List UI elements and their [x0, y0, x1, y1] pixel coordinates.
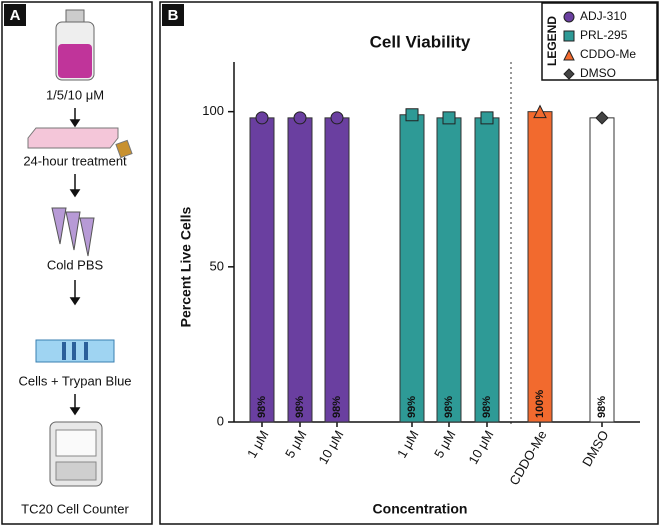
x-tick-label: 10 μM — [315, 428, 346, 467]
value-label: 98% — [256, 396, 268, 418]
step-label: Cells + Trypan Blue — [18, 373, 131, 388]
legend-label: PRL-295 — [580, 28, 628, 42]
slide-icon — [35, 339, 115, 363]
marker — [563, 48, 575, 61]
marker — [533, 104, 547, 119]
value-label: 100% — [534, 390, 546, 418]
x-tick-label: CDDO-Me — [506, 428, 549, 488]
bar — [324, 117, 350, 423]
flask-icon — [27, 127, 133, 159]
bar — [249, 117, 275, 423]
value-label: 99% — [406, 396, 418, 418]
panel-label: B — [168, 7, 179, 24]
value-label: 98% — [331, 396, 343, 418]
marker — [442, 111, 456, 125]
legend-label: DMSO — [580, 66, 616, 80]
value-label: 98% — [596, 396, 608, 418]
marker — [563, 11, 575, 23]
bottle-icon — [55, 9, 95, 81]
bar — [589, 117, 615, 423]
arrows — [69, 108, 81, 416]
legend-box — [541, 2, 658, 81]
panel-b-frame — [159, 1, 659, 525]
panel-a-frame — [1, 1, 153, 525]
panel-label: A — [10, 7, 21, 24]
x-tick-label: 1 μM — [244, 428, 272, 461]
bar — [399, 114, 425, 423]
x-tick-label: DMSO — [579, 428, 611, 469]
marker — [563, 30, 575, 42]
marker — [595, 111, 609, 125]
legend-label: CDDO-Me — [580, 47, 636, 61]
y-tick-label: 100 — [202, 103, 224, 118]
step-label: Cold PBS — [47, 257, 104, 272]
tubes-icon — [51, 207, 95, 257]
marker — [563, 68, 575, 80]
step-label: 1/5/10 μM — [46, 87, 104, 102]
panel-label-box — [162, 4, 184, 26]
marker — [330, 111, 344, 125]
y-tick-label: 0 — [217, 413, 224, 428]
step-label: TC20 Cell Counter — [21, 501, 129, 516]
panel-label-box — [4, 4, 26, 26]
x-tick-label: 10 μM — [465, 428, 496, 467]
value-label: 98% — [481, 396, 493, 418]
y-axis-label: Percent Live Cells — [178, 206, 194, 327]
marker — [480, 111, 494, 125]
bar — [474, 117, 500, 423]
x-axis-label: Concentration — [373, 501, 468, 517]
value-label: 98% — [443, 396, 455, 418]
x-tick-label: 5 μM — [431, 428, 459, 461]
counter-icon — [49, 421, 103, 487]
marker — [293, 111, 307, 125]
legend-label: ADJ-310 — [580, 9, 627, 23]
chart-title: Cell Viability — [370, 32, 471, 51]
legend-title: LEGEND — [545, 16, 559, 66]
x-tick-label: 5 μM — [282, 428, 310, 461]
bar — [527, 111, 553, 423]
bar — [436, 117, 462, 423]
bar — [287, 117, 313, 423]
marker — [255, 111, 269, 125]
step-label: 24-hour treatment — [23, 153, 127, 168]
marker — [405, 108, 419, 122]
value-label: 98% — [294, 396, 306, 418]
x-tick-label: 1 μM — [394, 428, 422, 461]
y-tick-label: 50 — [210, 258, 224, 273]
